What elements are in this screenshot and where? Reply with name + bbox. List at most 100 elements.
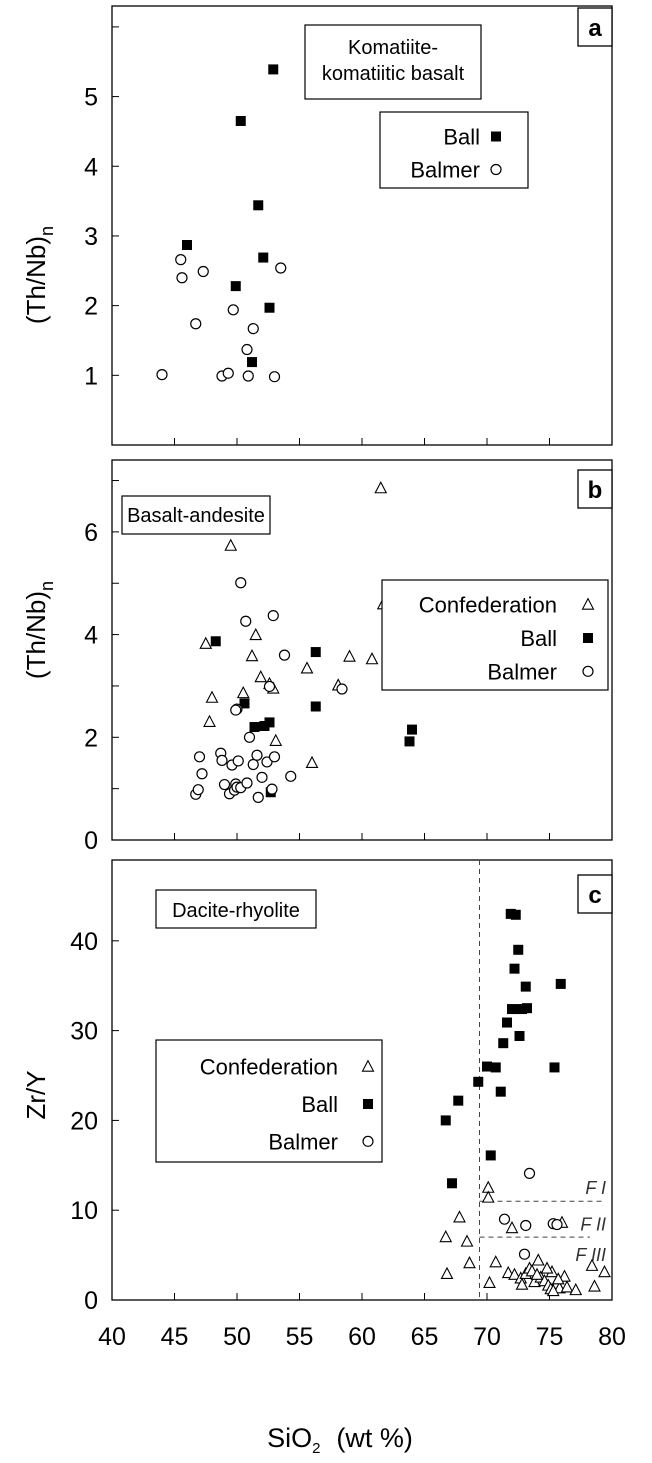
data-point <box>490 1062 501 1073</box>
data-point <box>489 1255 503 1268</box>
data-point <box>569 1282 583 1296</box>
data-point <box>264 302 275 313</box>
data-point <box>523 1167 536 1179</box>
y-tick-label: 0 <box>84 1287 98 1315</box>
data-point <box>232 755 244 767</box>
y-axis-label: (Th/Nb)n <box>21 581 57 679</box>
data-point <box>508 1267 521 1280</box>
data-point <box>440 1266 454 1280</box>
data-point <box>310 647 321 658</box>
data-point <box>481 1190 495 1203</box>
data-point <box>482 1061 492 1072</box>
data-point <box>205 690 219 703</box>
field-label: F III <box>575 1245 606 1265</box>
x-tick-label: 75 <box>536 1323 564 1351</box>
data-point <box>267 609 279 622</box>
data-point <box>505 1220 519 1234</box>
data-point <box>507 1004 517 1015</box>
data-point <box>588 1279 601 1292</box>
legend-label: Ball <box>443 125 480 150</box>
data-point <box>551 1272 565 1285</box>
data-point <box>227 304 239 316</box>
legend-box <box>381 579 609 691</box>
y-axis-label-main: Zr/Y <box>21 1070 51 1119</box>
panel-label: a <box>588 15 602 42</box>
y-tick-label: 30 <box>70 1018 98 1046</box>
data-point <box>263 680 276 693</box>
panel-label: b <box>588 477 603 504</box>
legend-label: Balmer <box>487 659 557 684</box>
y-tick-label: 4 <box>84 153 98 181</box>
data-point <box>249 722 260 733</box>
data-point <box>224 538 238 551</box>
chart-title-line: komatiitic basalt <box>322 63 465 85</box>
legend-marker <box>490 163 502 176</box>
data-point <box>193 751 206 763</box>
data-point <box>300 661 314 674</box>
data-point <box>278 649 291 661</box>
chart-title: Dacite-rhyolite <box>172 900 300 922</box>
y-tick-label: 1 <box>84 362 98 390</box>
data-point <box>268 371 281 383</box>
data-point <box>374 481 388 494</box>
data-point <box>264 717 275 728</box>
x-tick-label: 80 <box>598 1323 626 1351</box>
data-point <box>251 749 263 761</box>
data-point <box>175 254 187 266</box>
data-point <box>365 652 379 665</box>
data-point <box>310 701 321 712</box>
data-point <box>560 1280 574 1293</box>
data-point <box>285 770 297 782</box>
title-box <box>155 889 317 929</box>
y-tick-label: 2 <box>84 724 98 752</box>
data-point <box>585 1258 599 1271</box>
data-point <box>256 771 268 783</box>
data-point <box>336 683 348 695</box>
data-point <box>447 1178 457 1189</box>
series-balmer <box>156 254 287 383</box>
legend-marker <box>581 597 595 610</box>
data-point <box>518 1248 531 1260</box>
data-point <box>515 1277 529 1290</box>
x-tick-label: 50 <box>223 1323 251 1351</box>
data-point <box>440 1115 451 1126</box>
data-point <box>498 1038 509 1049</box>
data-point <box>236 685 250 699</box>
y-tick-label: 5 <box>84 84 98 112</box>
field-label: F II <box>580 1214 606 1234</box>
data-point <box>530 1267 544 1280</box>
legend-label: Confederation <box>200 1055 338 1080</box>
y-tick-label: 4 <box>84 622 98 650</box>
legend-label: Balmer <box>268 1129 338 1154</box>
data-point <box>404 736 415 747</box>
title-box <box>121 495 271 535</box>
data-point <box>253 200 264 211</box>
y-tick-label: 2 <box>84 293 98 321</box>
legend-label: Ball <box>520 626 557 651</box>
chart-title-line: Komatiite- <box>348 37 438 59</box>
panel-label-box <box>577 469 613 509</box>
data-point <box>407 724 417 735</box>
y-axis-label: Zr/Y <box>21 1070 51 1119</box>
legend-box <box>155 1039 383 1163</box>
chart-title: Komatiite-komatiitic basalt <box>322 37 465 85</box>
chart-title: Basalt-andesite <box>127 505 265 527</box>
data-point <box>555 978 566 989</box>
y-tick-label: 6 <box>84 519 98 547</box>
data-point <box>513 944 524 955</box>
data-point <box>463 1255 476 1269</box>
data-point <box>249 627 263 641</box>
data-point <box>196 768 208 780</box>
y-tick-label: 10 <box>70 1197 98 1225</box>
data-point <box>495 1086 506 1097</box>
data-point <box>268 751 281 763</box>
data-point <box>460 1234 474 1247</box>
data-point <box>520 1219 532 1232</box>
data-point <box>203 714 216 727</box>
x-tick-label: 45 <box>161 1323 189 1351</box>
panel-c: 0 10 20 30 40 40 45 50 55 60 65 70 75 80 Zr/Y c Dacite-r… <box>21 859 626 1351</box>
y-axis-label-sub: n <box>37 581 57 591</box>
data-point <box>230 281 241 292</box>
data-point <box>510 909 521 920</box>
